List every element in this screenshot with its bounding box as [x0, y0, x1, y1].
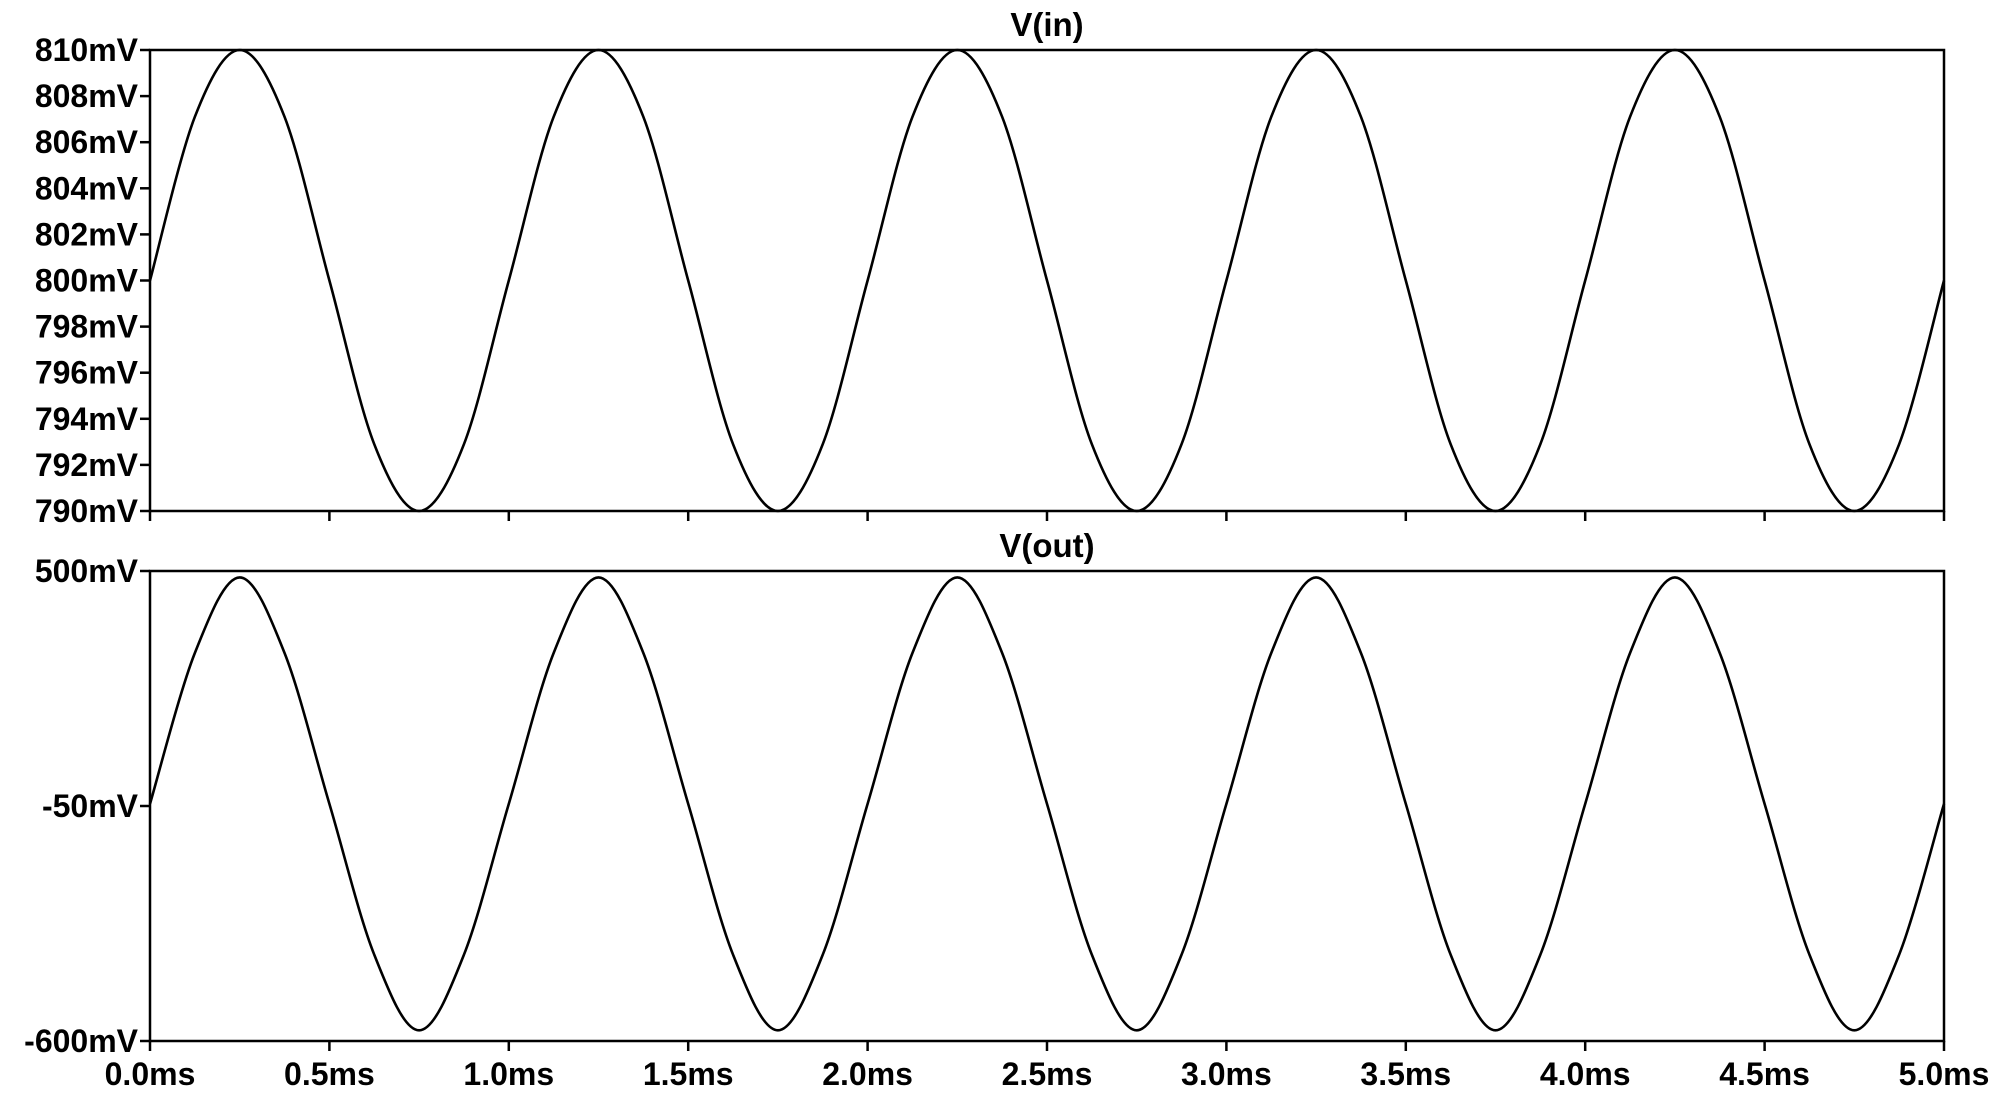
- x-tick-label: 1.5ms: [643, 1056, 734, 1092]
- x-tick-label: 1.0ms: [463, 1056, 554, 1092]
- vout-title: V(out): [999, 527, 1094, 564]
- vin-y-tick-label: 800mV: [35, 263, 139, 299]
- time-axis: 0.0ms 0.5ms 1.0ms 1.5ms 2.0ms 2.5ms 3.0ms 3.5ms…: [105, 1056, 1990, 1092]
- vin-y-tick-label: 794mV: [35, 401, 139, 437]
- vin-y-tick-label: 804mV: [35, 170, 139, 206]
- vin-y-tick-label: 792mV: [35, 447, 139, 483]
- vout-panel: V(out) 500mV -50mV -600mV: [24, 527, 1946, 1059]
- vin-panel: V(in) 810mV 808mV 806mV 804mV 802mV 800mV 798mV…: [35, 6, 1946, 529]
- x-tick-label: 0.0ms: [105, 1056, 196, 1092]
- vin-y-tick-label: 796mV: [35, 355, 139, 391]
- x-tick-label: 3.0ms: [1181, 1056, 1272, 1092]
- vin-y-tick-label: 808mV: [35, 78, 139, 114]
- vin-y-tick-label: 790mV: [35, 493, 139, 529]
- vin-y-tick-label: 802mV: [35, 216, 139, 252]
- vin-y-tick-label: 810mV: [35, 32, 139, 68]
- x-tick-label: 2.5ms: [1002, 1056, 1093, 1092]
- vin-trace-0: [148, 48, 1946, 513]
- vout-y-tick-label: 500mV: [35, 553, 139, 589]
- vout-y-tick-label: -600mV: [24, 1023, 139, 1059]
- vin-y-tick-label: 798mV: [35, 309, 139, 345]
- x-tick-label: 4.5ms: [1719, 1056, 1810, 1092]
- x-tick-label: 5.0ms: [1899, 1056, 1990, 1092]
- vin-y-tick-label: 806mV: [35, 124, 139, 160]
- x-tick-label: 4.0ms: [1540, 1056, 1631, 1092]
- vin-title: V(in): [1010, 6, 1083, 43]
- vout-trace-0: [148, 576, 1946, 1032]
- vout-y-tick-label: -50mV: [42, 788, 139, 824]
- x-tick-label: 2.0ms: [822, 1056, 913, 1092]
- x-tick-label: 3.5ms: [1360, 1056, 1451, 1092]
- x-tick-label: 0.5ms: [284, 1056, 375, 1092]
